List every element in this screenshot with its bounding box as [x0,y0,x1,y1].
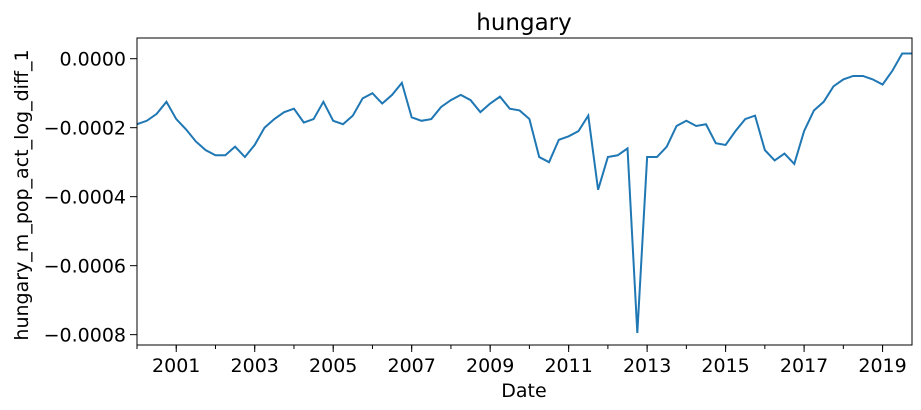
y-tick-label: −0.0004 [44,187,126,209]
y-tick-label: −0.0008 [44,325,126,347]
y-tick-label: −0.0002 [44,118,126,140]
x-tick-label: 2001 [152,355,200,377]
x-tick-label: 2011 [544,355,592,377]
series-line [136,52,912,333]
x-tick-label: 2013 [623,355,671,377]
plot-frame [136,37,913,346]
x-tick-label: 2009 [466,355,514,377]
y-tick-label: 0.0000 [60,49,126,71]
y-axis-ticks: 0.0000 −0.0002 −0.0004 −0.0006 −0.0008 [44,49,137,347]
x-tick-label: 2019 [858,355,906,377]
y-tick-label: −0.0006 [44,256,126,278]
x-tick-label: 2005 [309,355,357,377]
x-tick-label: 2017 [780,355,828,377]
x-axis-ticks: 2001 2003 2005 2007 2009 2011 2013 2015 2017 2019 [136,345,907,377]
y-axis-label: hungary_m_pop_act_log_diff_1 [11,49,33,340]
chart-title: hungary [476,10,572,36]
x-tick-label: 2007 [388,355,436,377]
x-tick-label: 2015 [701,355,749,377]
x-axis-label: Date [501,380,546,402]
x-tick-label: 2003 [231,355,279,377]
